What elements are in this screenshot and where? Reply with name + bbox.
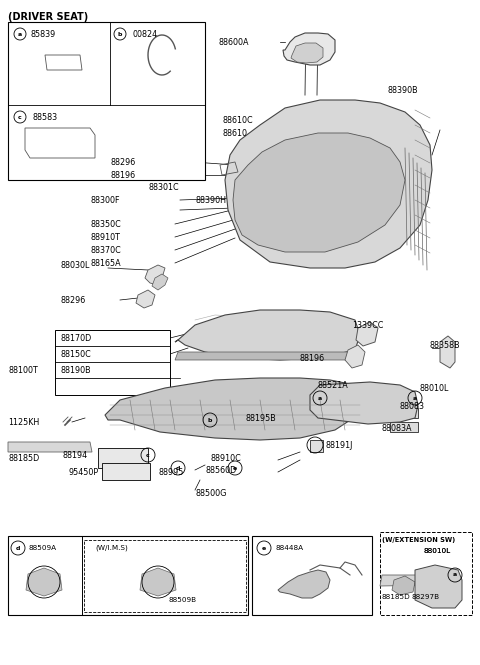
Text: 88560D: 88560D [205,465,236,475]
Polygon shape [392,576,415,595]
Polygon shape [345,345,365,368]
Text: d: d [16,545,20,551]
Text: 88185D: 88185D [382,594,411,600]
Polygon shape [175,352,360,360]
Text: 88165A: 88165A [90,259,120,267]
Text: 88010L: 88010L [424,548,451,554]
Polygon shape [278,570,330,598]
Text: 1125KH: 1125KH [8,418,39,426]
Polygon shape [26,568,62,596]
Text: 88358B: 88358B [430,340,461,350]
Bar [84,540,246,612]
Text: 88196: 88196 [300,354,325,362]
Text: b: b [208,418,212,422]
Text: e: e [262,545,266,551]
Text: 88010L: 88010L [424,548,451,554]
Text: 88300F: 88300F [90,196,120,205]
Text: (DRIVER SEAT): (DRIVER SEAT) [8,12,88,22]
Text: 88600A: 88600A [218,37,249,47]
Text: a: a [18,31,22,37]
Text: 88191J: 88191J [325,440,352,450]
Text: 88150C: 88150C [60,350,91,358]
Text: 88083A: 88083A [382,424,412,432]
Polygon shape [8,442,92,452]
Polygon shape [415,565,462,608]
Text: 88583: 88583 [32,112,57,122]
Text: (W/I.M.S): (W/I.M.S) [95,545,128,551]
Text: d: d [176,465,180,471]
Polygon shape [152,274,168,290]
Text: 88190B: 88190B [60,366,91,374]
Text: 88296: 88296 [60,295,85,305]
Text: 88995: 88995 [158,467,183,477]
Text: 88509A: 88509A [28,545,56,551]
Text: 88350C: 88350C [90,219,121,229]
Text: a: a [453,573,457,577]
Polygon shape [233,133,405,252]
Text: (W/EXTENSION SW): (W/EXTENSION SW) [382,537,455,543]
Text: 88910C: 88910C [210,454,241,462]
Bar [390,422,418,432]
Bar [55,330,170,395]
Text: 88100T: 88100T [8,366,38,374]
Text: c: c [146,452,150,458]
Text: 88910T: 88910T [90,233,120,241]
Text: 88509B: 88509B [168,597,196,603]
Polygon shape [140,568,176,596]
Text: a: a [413,396,417,400]
Text: 88296: 88296 [110,158,135,166]
Text: 88010L: 88010L [420,384,449,392]
Polygon shape [136,290,155,308]
Polygon shape [356,322,378,346]
Bar [400,408,418,418]
Text: 88301C: 88301C [148,182,179,192]
Text: 88196: 88196 [110,170,135,180]
Text: 88390H: 88390H [195,196,226,205]
Text: 1339CC: 1339CC [352,321,384,329]
Text: 88170D: 88170D [60,334,91,342]
Polygon shape [291,43,323,63]
Text: 88195B: 88195B [245,414,276,422]
Bar [380,532,472,615]
Text: 00824: 00824 [132,29,157,39]
Text: 88500G: 88500G [195,489,227,497]
Text: 88390B: 88390B [388,86,419,94]
Text: b: b [118,31,122,37]
Bar [98,448,148,468]
Text: 85839: 85839 [30,29,55,39]
Bar [340,408,368,418]
Polygon shape [310,382,418,424]
Text: 88521A: 88521A [318,380,349,390]
Polygon shape [225,100,432,268]
Text: 88083: 88083 [400,402,425,410]
Text: 95450P: 95450P [68,467,98,477]
Polygon shape [105,378,360,440]
Polygon shape [380,575,432,586]
Text: 88185D: 88185D [8,454,39,462]
Text: 88448A: 88448A [276,545,304,551]
Bar [252,536,372,615]
Bar [102,463,150,480]
Polygon shape [283,33,335,65]
Bar [8,22,205,180]
Text: 88610: 88610 [222,128,247,138]
Text: 88030L: 88030L [60,261,89,269]
Text: 88297B: 88297B [412,594,440,600]
Text: c: c [18,114,22,120]
Text: e: e [233,465,237,471]
Text: 88610C: 88610C [222,116,252,124]
Bar [438,588,458,600]
Polygon shape [145,265,165,285]
Bar [8,536,248,615]
Polygon shape [175,310,360,360]
Text: 88194: 88194 [62,450,87,460]
Polygon shape [440,336,455,368]
Bar [310,440,323,452]
Text: 88370C: 88370C [90,245,121,255]
Text: a: a [318,396,322,400]
